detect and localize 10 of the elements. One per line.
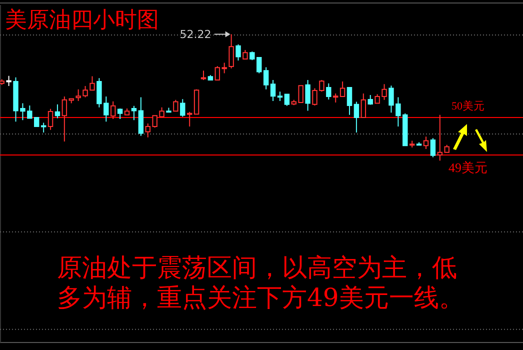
ref-line-label: 49美元 [448, 160, 488, 175]
candlestick [305, 80, 310, 112]
candlestick [346, 87, 352, 116]
annotation: 52.22 [180, 28, 212, 42]
annotation: 原油处于震荡区间，以高空为主，低多为辅，重点关注下方49美元一线。 [57, 253, 464, 312]
candlestick [340, 81, 346, 97]
chart-title: 美原油四小时图 [5, 7, 159, 32]
candlestick [54, 104, 60, 119]
candlestick [360, 93, 366, 118]
ref-line-label: 50美元 [452, 100, 484, 112]
